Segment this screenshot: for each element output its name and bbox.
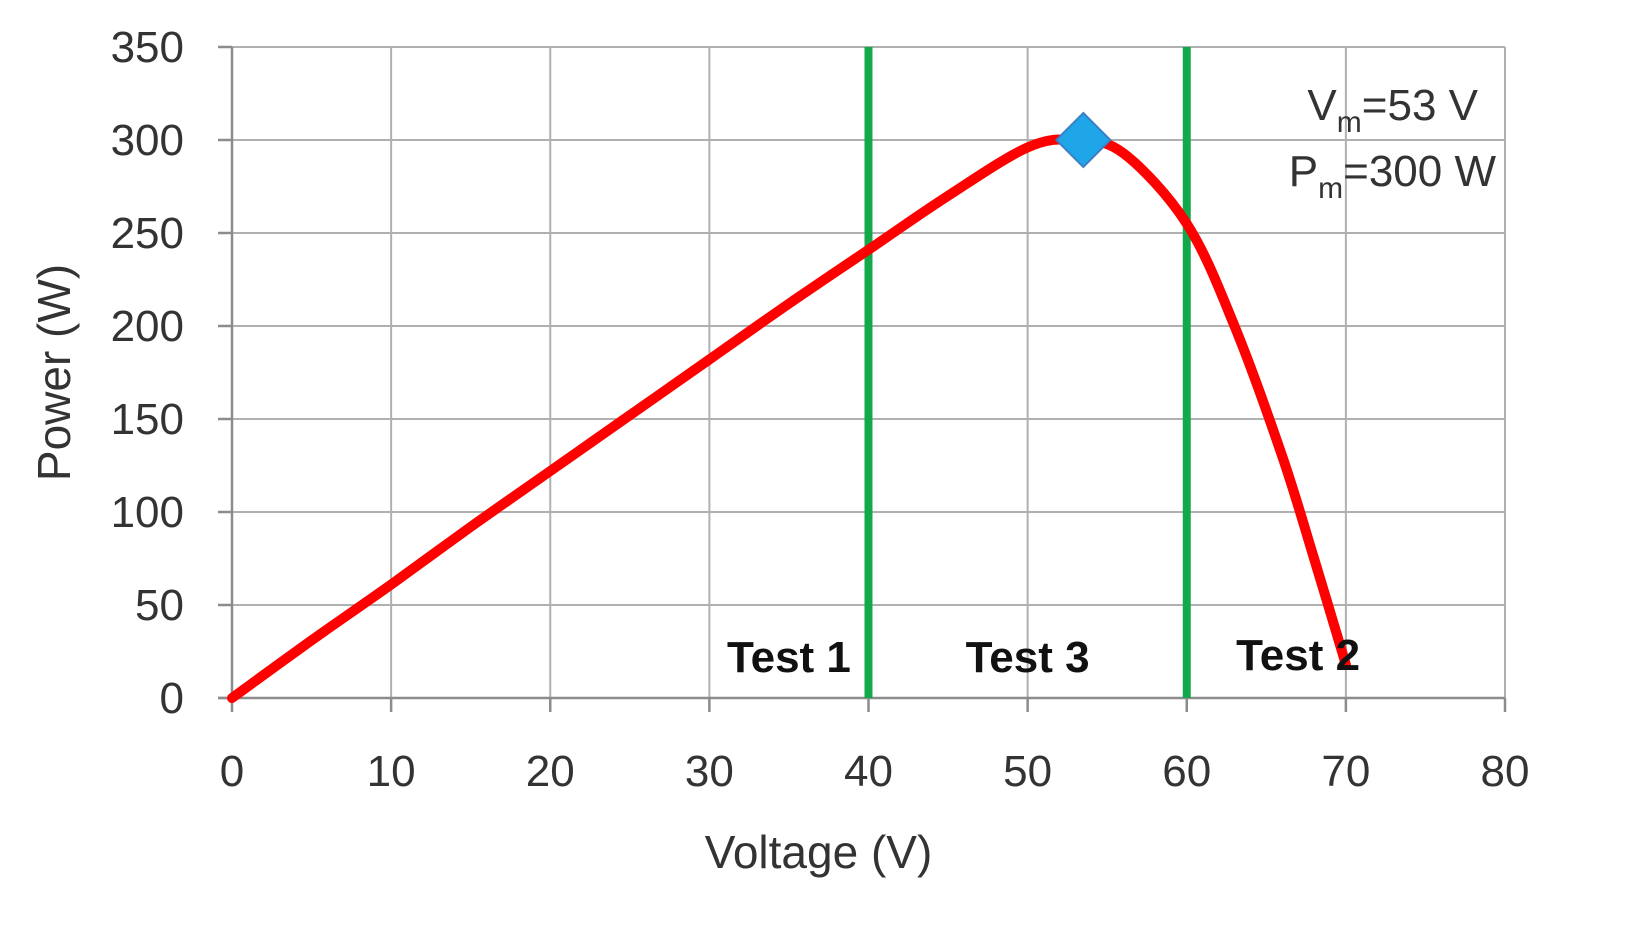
x-tick-label: 20 <box>526 747 575 796</box>
y-tick-label: 200 <box>111 302 184 351</box>
labels: Test 1 Test 3 Test 2 Vm=53 V Pm=300 W <box>727 81 1496 682</box>
region-label: Test 3 <box>966 633 1090 682</box>
test-boundaries <box>864 47 1191 698</box>
x-tick-label: 70 <box>1321 747 1370 796</box>
y-tick-label: 50 <box>135 581 184 630</box>
x-axis-title: Voltage (V) <box>705 826 933 878</box>
y-tick-label: 0 <box>160 674 184 723</box>
max-power-diamond-marker <box>1054 111 1112 169</box>
region-label: Test 1 <box>727 633 851 682</box>
y-tick-label: 250 <box>111 209 184 258</box>
y-tick-label: 100 <box>111 488 184 537</box>
y-axis-title: Power (W) <box>28 264 80 481</box>
pm-annotation: Pm=300 W <box>1289 147 1497 205</box>
axes: 0 10 20 30 40 50 60 70 80 0 50 100 150 200 250 300 350 Vo… <box>28 23 1529 878</box>
power-curve <box>227 134 1351 703</box>
region-label: Test 2 <box>1236 631 1360 680</box>
series <box>227 134 1351 703</box>
y-tick-label: 300 <box>111 116 184 165</box>
max-power-point <box>1054 111 1112 169</box>
x-tick-label: 0 <box>220 747 244 796</box>
x-tick-label: 10 <box>367 747 416 796</box>
y-tick-label: 150 <box>111 395 184 444</box>
x-tick-label: 50 <box>1003 747 1052 796</box>
x-tick-label: 40 <box>844 747 893 796</box>
y-tick-label: 350 <box>111 23 184 72</box>
vm-annotation: Vm=53 V <box>1307 81 1478 139</box>
x-tick-label: 60 <box>1162 747 1211 796</box>
x-tick-label: 30 <box>685 747 734 796</box>
x-tick-label: 80 <box>1481 747 1530 796</box>
